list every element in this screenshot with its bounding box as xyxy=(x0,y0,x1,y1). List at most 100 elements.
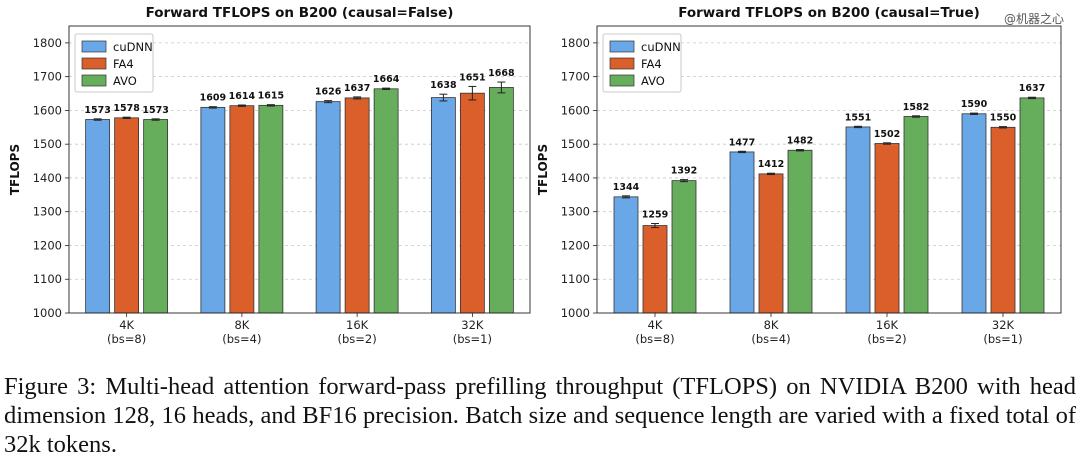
bar-value-label: 1477 xyxy=(729,137,755,148)
bar-value-label: 1578 xyxy=(113,103,140,114)
bar-value-label: 1392 xyxy=(671,166,697,177)
bar-fa4 xyxy=(114,117,140,314)
legend-swatch xyxy=(81,40,107,53)
bar-value-label: 1609 xyxy=(200,93,226,104)
x-tick-label: 16K xyxy=(346,318,369,332)
legend-label: AVO xyxy=(641,74,665,88)
y-tick-label: 1200 xyxy=(561,238,590,252)
bar-value-label: 1259 xyxy=(642,210,668,221)
x-tick-label: 4K xyxy=(648,318,663,332)
bar-fa4 xyxy=(459,92,485,314)
bar-value-label: 1551 xyxy=(845,112,871,123)
plot-frame xyxy=(596,25,1062,314)
chart-panel-left: Forward TFLOPS on B200 (causal=False) 100… xyxy=(8,5,531,346)
bar-value-label: 1664 xyxy=(373,74,400,85)
y-tick-label: 1800 xyxy=(561,36,590,50)
y-tick-label: 1600 xyxy=(33,103,62,117)
y-tick-label: 1300 xyxy=(33,205,62,219)
y-tick-label: 1100 xyxy=(561,272,590,286)
y-tick-label: 1500 xyxy=(561,137,590,151)
y-tick-label: 1600 xyxy=(561,103,590,117)
bar-fa4 xyxy=(344,97,370,314)
legend-swatch xyxy=(609,74,635,87)
legend-swatch xyxy=(81,74,107,87)
y-tick-label: 1400 xyxy=(561,171,590,185)
figure-caption: Figure 3: Multi-head attention forward-p… xyxy=(4,373,1076,458)
bar-value-label: 1615 xyxy=(258,91,284,102)
bar-cudnn xyxy=(200,106,226,314)
bar-value-label: 1573 xyxy=(142,105,168,116)
bar-avo xyxy=(488,87,514,314)
bar-value-label: 1637 xyxy=(1019,83,1045,94)
x-tick-label: 32K xyxy=(461,318,484,332)
bar-avo xyxy=(903,116,929,314)
y-tick-label: 1100 xyxy=(33,272,62,286)
bar-fa4 xyxy=(758,173,784,314)
x-tick-sublabel: (bs=1) xyxy=(983,332,1022,346)
chart-title: Forward TFLOPS on B200 (causal=False) xyxy=(146,5,454,21)
bar-avo xyxy=(373,88,399,314)
y-tick-label: 1700 xyxy=(33,70,62,84)
bar-value-label: 1668 xyxy=(488,68,515,79)
bar-value-label: 1651 xyxy=(459,72,485,83)
legend-swatch xyxy=(81,57,107,70)
y-tick-label: 1400 xyxy=(33,171,62,185)
bar-value-label: 1626 xyxy=(315,87,342,98)
bar-avo xyxy=(1019,97,1045,314)
x-tick-sublabel: (bs=8) xyxy=(107,332,146,346)
bar-value-label: 1573 xyxy=(84,105,110,116)
bar-avo xyxy=(787,149,813,314)
plot-frame xyxy=(68,25,531,314)
bar-value-label: 1344 xyxy=(613,182,640,193)
bar-value-label: 1638 xyxy=(430,80,457,91)
bar-value-label: 1614 xyxy=(229,91,256,102)
bar-avo xyxy=(671,180,697,314)
legend-swatch xyxy=(609,40,635,53)
x-tick-label: 8K xyxy=(234,318,249,332)
chart-title: Forward TFLOPS on B200 (causal=True) xyxy=(678,5,980,21)
bar-value-label: 1582 xyxy=(903,102,929,113)
bar-cudnn xyxy=(729,151,755,314)
x-tick-sublabel: (bs=8) xyxy=(635,332,674,346)
legend-label: FA4 xyxy=(113,57,134,71)
y-tick-label: 1000 xyxy=(561,306,590,320)
bar-cudnn xyxy=(430,97,456,314)
y-axis-label: TFLOPS xyxy=(8,144,22,195)
y-tick-label: 1000 xyxy=(33,306,62,320)
bar-cudnn xyxy=(315,101,341,314)
bar-cudnn xyxy=(845,126,871,314)
y-tick-label: 1700 xyxy=(561,70,590,84)
bar-cudnn xyxy=(85,119,111,314)
bar-avo xyxy=(258,104,284,314)
legend-label: AVO xyxy=(113,74,137,88)
watermark-text: @机器之心 xyxy=(1004,12,1065,26)
bar-cudnn xyxy=(961,113,987,314)
bar-avo xyxy=(143,119,169,314)
x-tick-label: 32K xyxy=(992,318,1015,332)
bar-value-label: 1412 xyxy=(758,159,784,170)
legend-label: cuDNN xyxy=(641,40,681,54)
bar-value-label: 1637 xyxy=(344,83,370,94)
bar-value-label: 1550 xyxy=(990,113,1017,124)
y-tick-label: 1200 xyxy=(33,238,62,252)
bar-value-label: 1482 xyxy=(787,136,813,147)
x-tick-sublabel: (bs=1) xyxy=(453,332,492,346)
chart-panel-right: Forward TFLOPS on B200 (causal=True) 1000… xyxy=(536,5,1062,346)
x-tick-sublabel: (bs=4) xyxy=(751,332,790,346)
legend-swatch xyxy=(609,57,635,70)
x-tick-sublabel: (bs=4) xyxy=(222,332,261,346)
x-tick-sublabel: (bs=2) xyxy=(338,332,377,346)
x-tick-sublabel: (bs=2) xyxy=(867,332,906,346)
bar-fa4 xyxy=(990,126,1016,314)
y-tick-label: 1300 xyxy=(561,205,590,219)
legend-label: cuDNN xyxy=(113,40,153,54)
legend-label: FA4 xyxy=(641,57,662,71)
y-tick-label: 1800 xyxy=(33,36,62,50)
x-tick-label: 8K xyxy=(764,318,779,332)
y-axis-label: TFLOPS xyxy=(536,144,550,195)
bar-fa4 xyxy=(642,225,668,314)
bar-value-label: 1502 xyxy=(874,129,900,140)
bar-cudnn xyxy=(613,196,639,314)
bar-fa4 xyxy=(229,105,255,314)
